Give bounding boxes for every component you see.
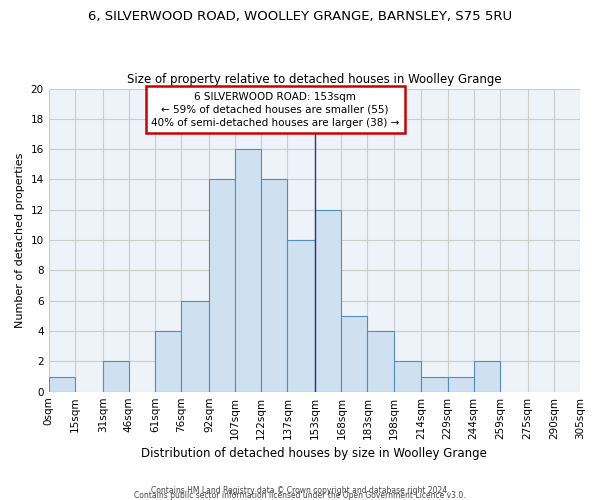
Bar [235,149,261,392]
Bar [421,376,448,392]
Bar [103,362,129,392]
Bar [261,180,287,392]
Text: Contains public sector information licensed under the Open Government Licence v3: Contains public sector information licen… [134,491,466,500]
Bar [341,316,367,392]
X-axis label: Distribution of detached houses by size in Woolley Grange: Distribution of detached houses by size … [142,447,487,460]
Text: 6 SILVERWOOD ROAD: 153sqm
← 59% of detached houses are smaller (55)
40% of semi-: 6 SILVERWOOD ROAD: 153sqm ← 59% of detac… [151,92,400,128]
Text: Contains HM Land Registry data © Crown copyright and database right 2024.: Contains HM Land Registry data © Crown c… [151,486,449,495]
Bar [49,376,75,392]
Bar [181,300,209,392]
Bar [394,362,421,392]
Bar [367,331,394,392]
Bar [209,180,235,392]
Bar [315,210,341,392]
Text: 6, SILVERWOOD ROAD, WOOLLEY GRANGE, BARNSLEY, S75 5RU: 6, SILVERWOOD ROAD, WOOLLEY GRANGE, BARN… [88,10,512,23]
Bar [155,331,181,392]
Bar [474,362,500,392]
Y-axis label: Number of detached properties: Number of detached properties [15,152,25,328]
Title: Size of property relative to detached houses in Woolley Grange: Size of property relative to detached ho… [127,73,502,86]
Bar [448,376,474,392]
Bar [287,240,315,392]
